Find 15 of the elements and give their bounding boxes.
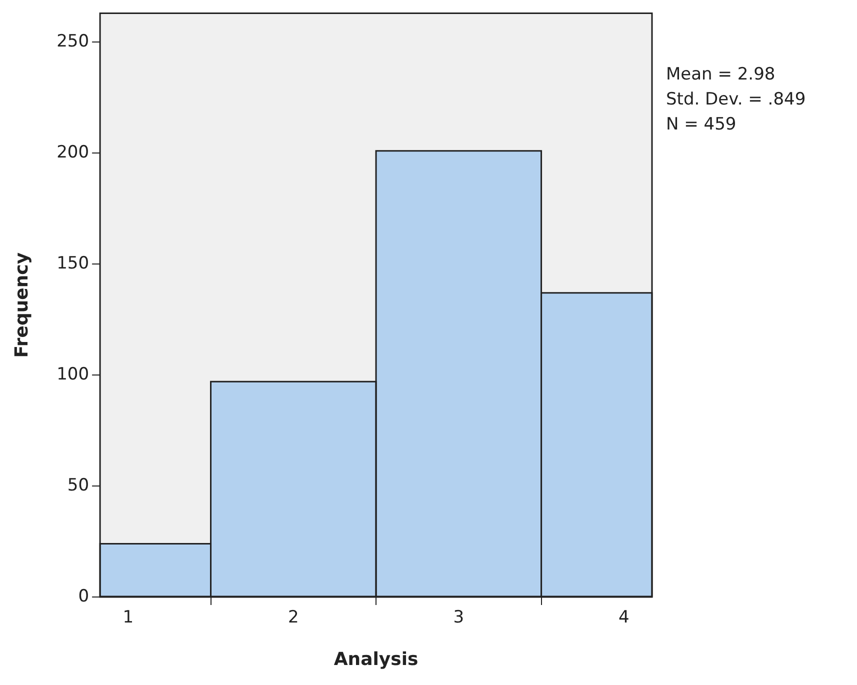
x-axis-title: Analysis xyxy=(334,648,418,670)
y-axis-title: Frequency xyxy=(11,252,32,358)
x-tick-label: 1 xyxy=(122,608,134,628)
y-tick-label: 100 xyxy=(56,364,90,384)
text: Std. Dev. = .849 xyxy=(666,90,806,110)
text: N = 459 xyxy=(666,114,736,135)
y-tick-label: 150 xyxy=(56,253,90,274)
x-tick-label: 2 xyxy=(288,608,299,628)
y-tick-label: 0 xyxy=(78,586,90,606)
x-tick-label: 4 xyxy=(618,608,630,628)
y-tick-label: 200 xyxy=(56,142,90,162)
x-tick-label: 3 xyxy=(453,608,464,628)
y-tick-label: 250 xyxy=(56,31,90,52)
y-tick-label: 50 xyxy=(67,475,90,496)
text: Mean = 2.98 xyxy=(666,64,776,85)
